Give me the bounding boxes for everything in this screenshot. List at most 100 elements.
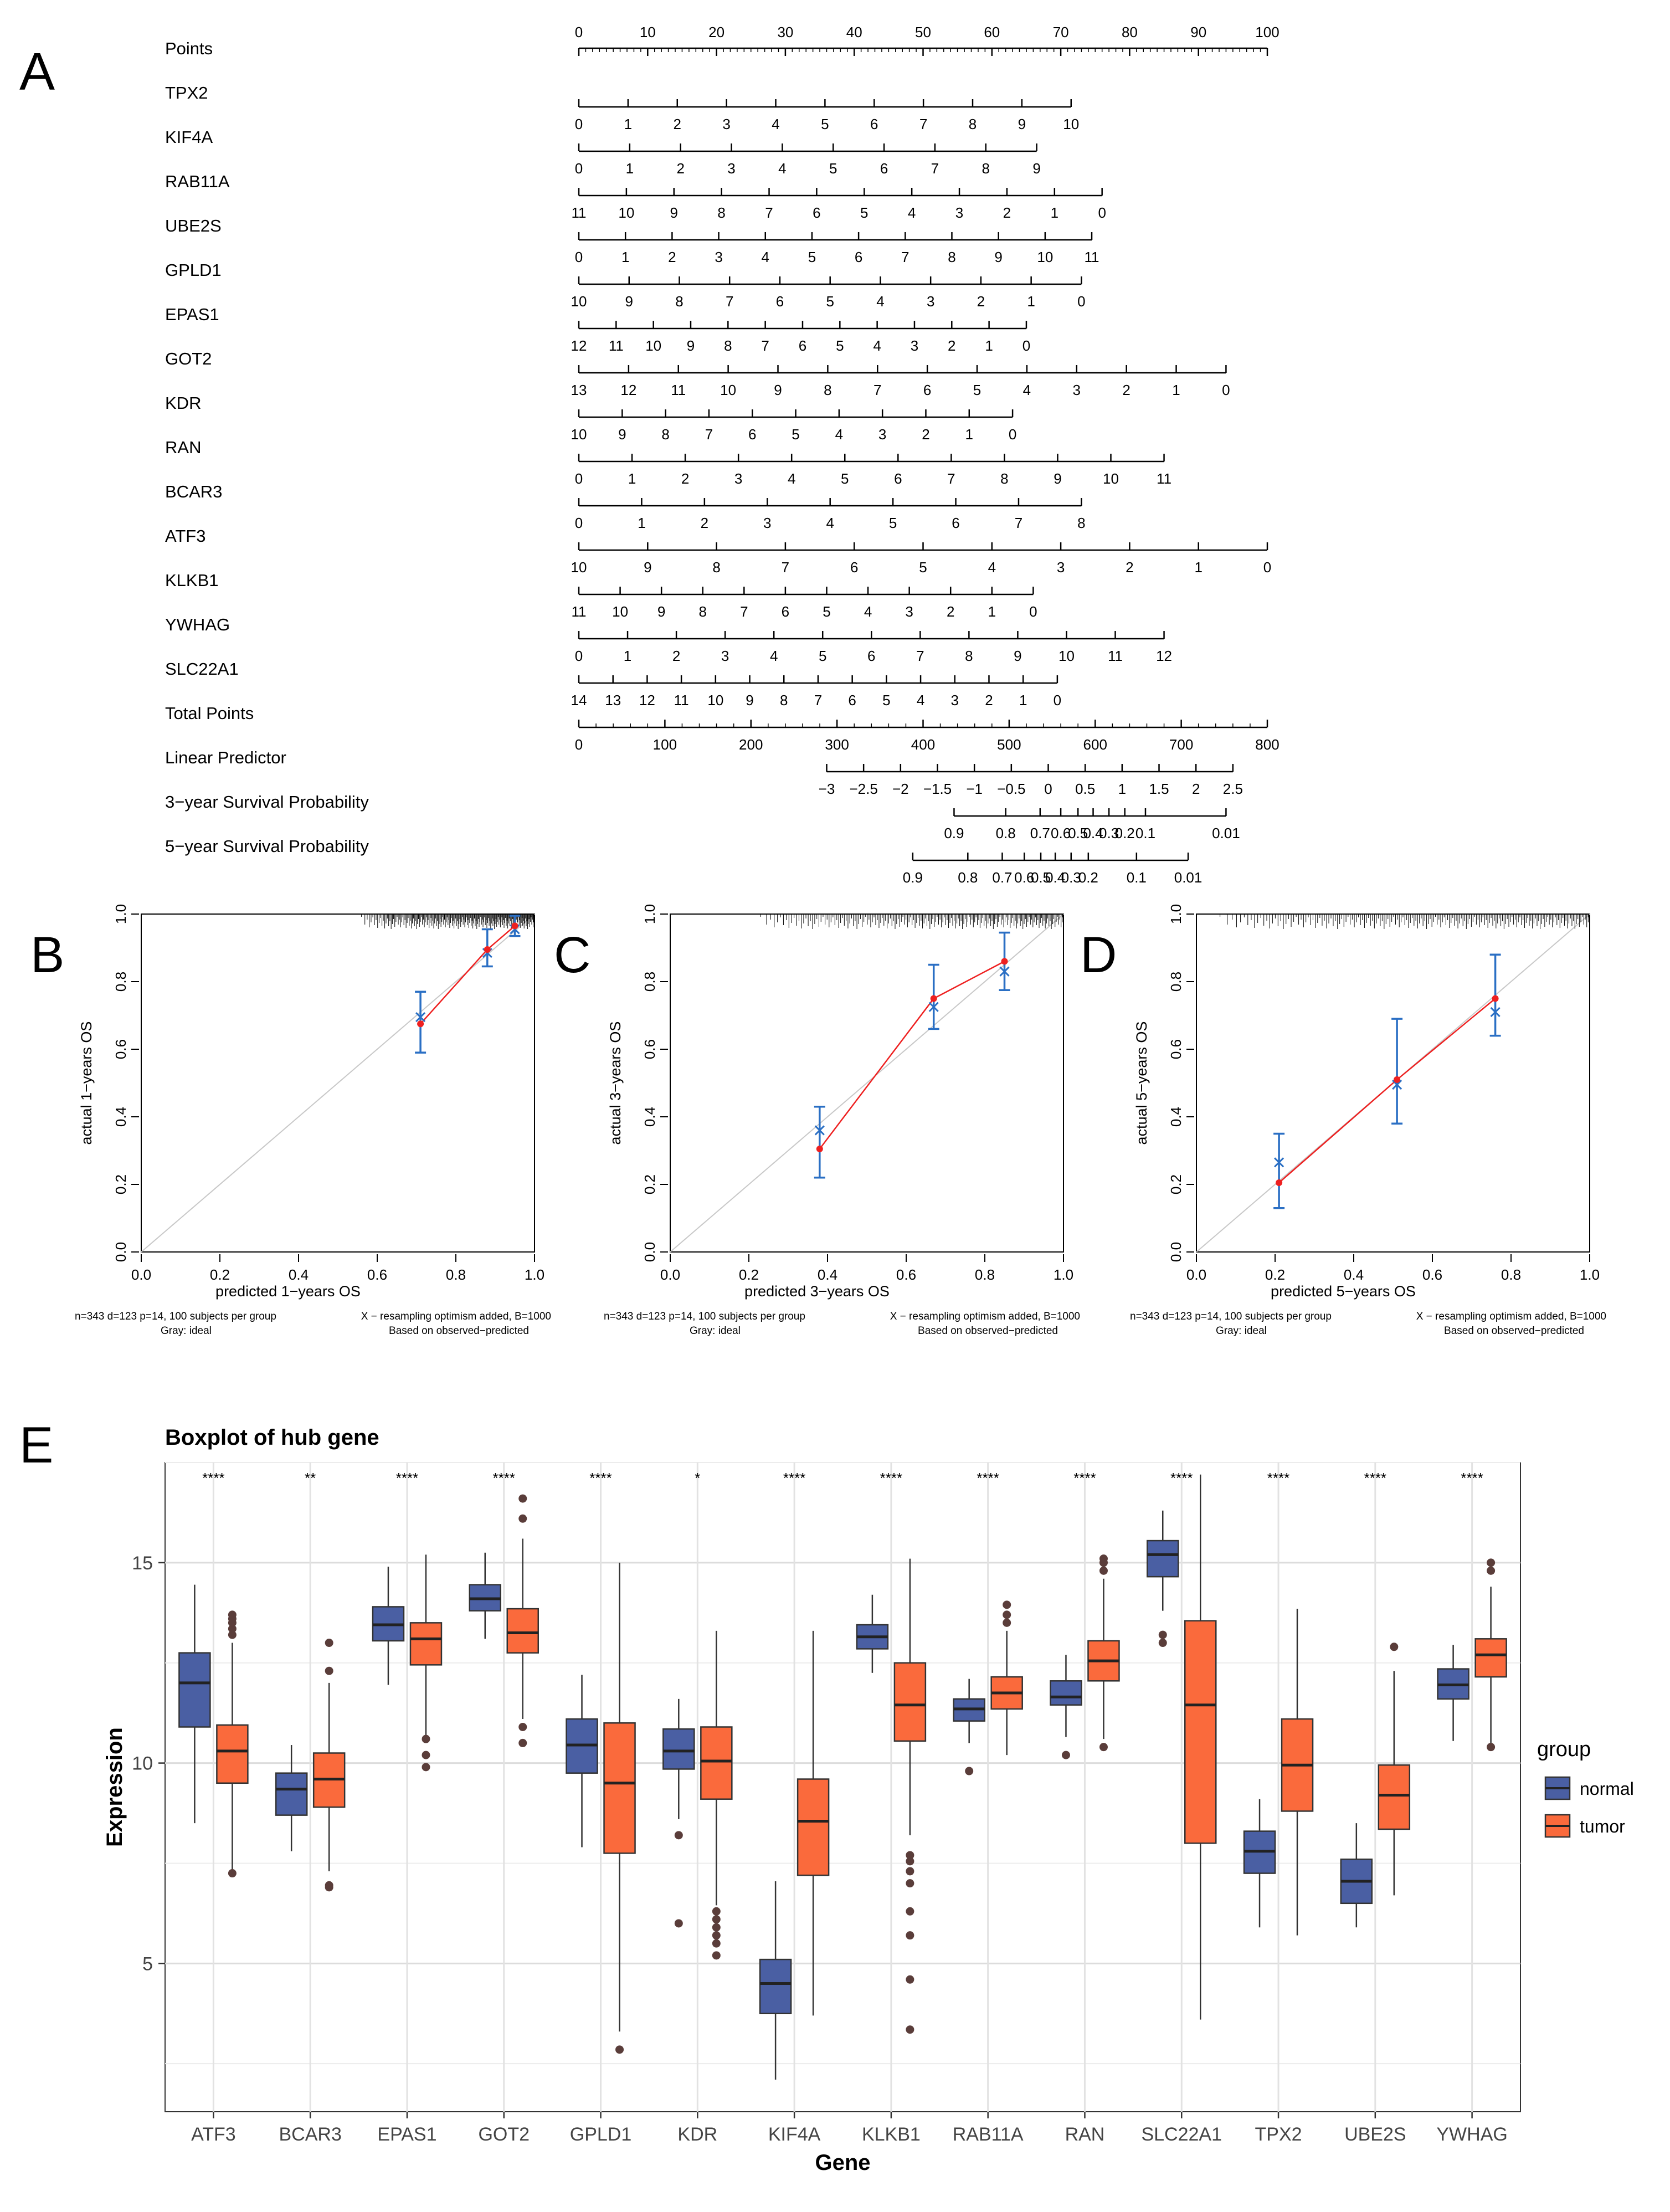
nomogram-tick-label: 1 [1051, 204, 1058, 221]
nomogram-row-label: Total Points [165, 704, 254, 723]
nomogram-tick-label: 3 [951, 692, 959, 709]
nomogram-tick-label: 10 [612, 603, 628, 620]
significance-label: **** [589, 1470, 612, 1486]
nomogram-tick-label: 6 [799, 337, 806, 354]
nomogram-tick-label: 100 [1255, 24, 1279, 40]
plot-border [1196, 913, 1590, 1253]
nomogram-tick-label: 4 [908, 204, 916, 221]
boxplot-title: Boxplot of hub gene [165, 1425, 379, 1450]
nomogram-tick-label: 11 [1108, 648, 1123, 664]
x-tick-label: ATF3 [191, 2124, 236, 2145]
x-tick-label: KLKB1 [862, 2124, 921, 2145]
bias-corrected-point [814, 1125, 825, 1136]
outlier-point [906, 1867, 914, 1876]
nomogram-tick-label: 2 [977, 293, 985, 310]
outlier-point [518, 1722, 527, 1731]
calibration-footnote-left: n=343 d=123 p=14, 100 subjects per group [604, 1311, 805, 1322]
nomogram-tick-label: 4 [876, 293, 884, 310]
x-tick-label: 0.6 [896, 1266, 916, 1283]
panel-letter-e: E [19, 1417, 53, 1474]
nomogram-row-label: UBE2S [165, 216, 222, 235]
nomogram-tick-label: 0.1 [1135, 825, 1155, 841]
x-axis-label: Gene [815, 2151, 870, 2175]
nomogram-tick-label: 800 [1255, 736, 1279, 753]
nomogram-tick-label: 9 [1032, 160, 1040, 177]
nomogram-tick-label: 4 [778, 160, 786, 177]
nomogram-tick-label: 3 [715, 249, 722, 265]
outlier-point [228, 1610, 237, 1619]
nomogram-tick-label: 0.1 [1127, 869, 1147, 886]
outlier-point [1099, 1554, 1108, 1563]
outlier-point [1487, 1558, 1496, 1567]
nomogram-tick-label: 0.2 [1078, 869, 1098, 886]
x-tick-label: 0.6 [367, 1266, 387, 1283]
x-axis-label: predicted 3−years OS [744, 1283, 890, 1300]
nomogram-tick-label: 8 [717, 204, 725, 221]
box-tumor [797, 1778, 830, 1876]
nomogram-tick-label: 10 [720, 382, 736, 398]
nomogram-tick-label: 2 [1003, 204, 1011, 221]
observed-point [1492, 995, 1499, 1002]
nomogram-tick-label: 0.4 [1083, 825, 1103, 841]
legend-title: group [1537, 1738, 1591, 1761]
nomogram-tick-label: 2 [674, 116, 681, 132]
nomogram-tick-label: −3 [819, 781, 835, 797]
nomogram-tick-label: 3 [927, 293, 934, 310]
x-tick-label: 0.2 [1265, 1266, 1285, 1283]
nomogram-tick-label: 6 [782, 603, 789, 620]
nomogram-tick-label: 6 [923, 382, 931, 398]
nomogram-tick-label: 60 [984, 24, 1000, 40]
box-tumor [506, 1608, 539, 1654]
nomogram-tick-label: 3 [1057, 559, 1065, 576]
nomogram-row-label: TPX2 [165, 83, 208, 102]
nomogram-row-label: GPLD1 [165, 260, 222, 280]
outlier-point [906, 1931, 914, 1940]
observed-calibration-line [420, 925, 516, 1025]
nomogram-tick-label: 2 [1192, 781, 1200, 797]
nomogram-tick-label: 3 [722, 116, 730, 132]
nomogram-tick-label: 3 [1073, 382, 1081, 398]
nomogram-row-label: ATF3 [165, 526, 206, 546]
nomogram-tick-label: 2 [948, 337, 955, 354]
outlier-point [1487, 1743, 1496, 1752]
nomogram-tick-label: 9 [670, 204, 678, 221]
box-normal [662, 1728, 695, 1770]
nomogram-tick-label: −2 [892, 781, 909, 797]
nomogram-tick-label: 0 [575, 736, 583, 753]
significance-label: **** [493, 1470, 515, 1486]
significance-label: **** [1073, 1470, 1096, 1486]
nomogram-tick-label: 9 [1018, 116, 1026, 132]
y-tick-label: 0.8 [112, 972, 129, 992]
ideal-diagonal-line [141, 913, 535, 1253]
nomogram-tick-label: 0 [1222, 382, 1230, 398]
nomogram-tick-label: 7 [947, 470, 955, 487]
nomogram-tick-label: 0.5 [1075, 781, 1095, 797]
nomogram-tick-label: 2 [1122, 382, 1130, 398]
nomogram-tick-label: 700 [1169, 736, 1193, 753]
nomogram-tick-label: 500 [997, 736, 1021, 753]
outlier-point [712, 1931, 721, 1940]
nomogram-tick-label: 11 [609, 337, 624, 354]
nomogram-tick-label: 11 [572, 204, 587, 221]
observed-point [511, 922, 518, 930]
panel-letter-b: B [30, 927, 64, 983]
calibration-footnote-left: Gray: ideal [690, 1325, 741, 1337]
x-tick-label: GOT2 [478, 2124, 530, 2145]
nomogram-tick-label: 8 [712, 559, 720, 576]
nomogram-tick-label: 50 [915, 24, 931, 40]
nomogram-tick-label: 9 [994, 249, 1002, 265]
outlier-point [325, 1639, 333, 1648]
nomogram-tick-label: 9 [657, 603, 665, 620]
nomogram-tick-label: 2 [922, 426, 929, 443]
nomogram-tick-label: 9 [687, 337, 695, 354]
legend-entry-label: tumor [1580, 1816, 1625, 1836]
y-tick-label: 0.0 [1168, 1242, 1184, 1262]
nomogram-tick-label: 7 [726, 293, 733, 310]
nomogram-tick-label: 9 [644, 559, 651, 576]
y-axis-label: actual 1−years OS [78, 1022, 95, 1145]
y-tick-label: 0.6 [1168, 1039, 1184, 1059]
significance-label: **** [783, 1470, 805, 1486]
nomogram-tick-label: 3 [721, 648, 729, 664]
y-axis-label: actual 5−years OS [1133, 1022, 1150, 1145]
bias-corrected-point [1274, 1157, 1284, 1168]
